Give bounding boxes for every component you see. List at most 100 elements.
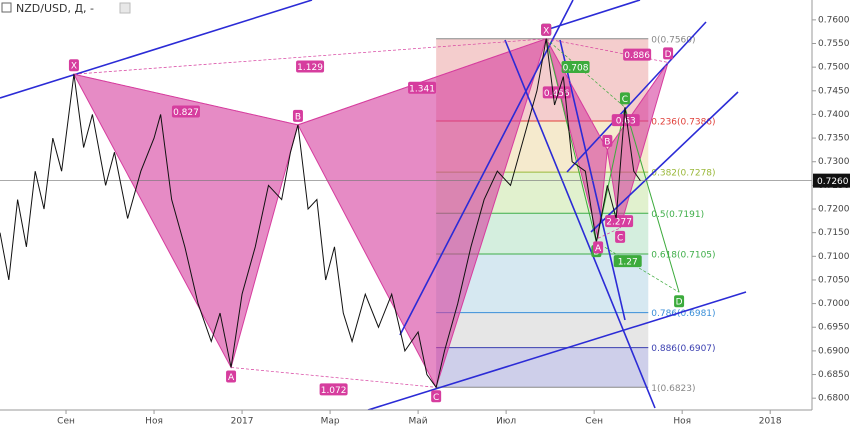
vertex-box <box>593 241 604 254</box>
fib-label: 0(0.7560) <box>651 35 695 45</box>
ratio-line <box>546 38 669 63</box>
trend-line <box>590 91 739 233</box>
x-tick-label: Ноя <box>145 417 163 427</box>
vertex-label: A <box>595 244 602 254</box>
symbol-icon <box>1 2 12 13</box>
ratio-box <box>542 86 571 99</box>
vertex-box <box>615 230 626 243</box>
vertex-box <box>674 295 685 308</box>
ratio-line <box>596 241 680 293</box>
x-tick-label: Май <box>409 417 428 427</box>
vertex-label: A <box>228 373 235 383</box>
ratio-box <box>623 48 652 61</box>
ratio-label: 1.129 <box>297 63 323 73</box>
ratio-label: 1.341 <box>409 84 435 94</box>
y-tick-label: 0.6850 <box>818 370 850 380</box>
ratio-label: 0.456 <box>544 89 570 99</box>
x-tick-label: 2018 <box>759 417 782 427</box>
price-tag-label: 0.7260 <box>817 177 849 187</box>
ratio-label: 2.277 <box>606 218 632 228</box>
vertex-box <box>431 390 442 403</box>
ratio-label: 0.63 <box>616 117 636 127</box>
fib-band <box>436 312 649 348</box>
x-tick-label: Сен <box>57 417 75 427</box>
x-tick-label: Ноя <box>673 417 691 427</box>
fib-label: 0.236(0.7386) <box>651 118 715 128</box>
ratio-box <box>611 114 640 127</box>
ratio-box <box>408 81 437 94</box>
x-tick-label: 2017 <box>231 417 254 427</box>
y-tick-label: 0.7350 <box>818 134 850 144</box>
trend-line <box>504 39 656 409</box>
vertex-label: D <box>676 298 683 308</box>
ratio-line <box>607 62 669 151</box>
ratio-box <box>561 61 590 74</box>
ratio-box <box>613 255 642 268</box>
ratio-box <box>171 105 200 118</box>
vertex-label: C <box>433 393 439 403</box>
y-tick-label: 0.6800 <box>818 394 850 404</box>
y-tick-label: 0.7200 <box>818 205 850 215</box>
fib-label: 0.886(0.6907) <box>651 344 715 354</box>
vertex-box <box>226 370 237 383</box>
fib-label: 1(0.6823) <box>651 384 695 394</box>
ratio-line <box>73 38 547 75</box>
ratio-label: 0.886 <box>624 51 650 61</box>
pattern-fill <box>72 73 299 369</box>
vertex-box <box>292 109 303 122</box>
trend-line <box>399 0 574 336</box>
vertex-label: C <box>617 233 623 243</box>
ratio-line <box>231 367 437 388</box>
y-tick-label: 0.7450 <box>818 86 850 96</box>
vertex-label: X <box>543 26 549 36</box>
pattern-leg <box>545 38 597 243</box>
vertex-box <box>541 23 552 36</box>
ratio-box <box>605 215 634 228</box>
fib-band <box>436 347 649 388</box>
vertex-box <box>68 59 79 72</box>
ratio-label: 1.27 <box>618 258 638 268</box>
y-tick-label: 0.6900 <box>818 346 850 356</box>
ratio-box <box>319 383 348 396</box>
price-line <box>0 38 641 389</box>
y-tick-label: 0.7150 <box>818 228 850 238</box>
ratio-box <box>296 60 325 73</box>
fib-label: 0.5(0.7191) <box>651 210 704 220</box>
chart-title: NZD/USD, Д, - <box>16 2 94 15</box>
trend-line <box>545 0 641 31</box>
x-tick-label: Мар <box>321 417 340 427</box>
y-tick-label: 0.7100 <box>818 252 850 262</box>
ratio-label: 0.827 <box>173 108 199 118</box>
vertex-label: D <box>665 50 672 60</box>
vertex-label: B <box>604 137 610 147</box>
title-box: NZD/USD, Д, - <box>1 2 131 15</box>
fib-label: 0.786(0.6981) <box>651 309 715 319</box>
ratio-line <box>73 73 299 126</box>
x-tick-label: Июл <box>496 417 516 427</box>
pattern-fill <box>606 62 669 229</box>
vertex-box <box>602 134 613 147</box>
pattern-leg <box>624 107 680 293</box>
vertex-label: X <box>71 62 77 72</box>
ratio-label: 0.708 <box>563 64 589 74</box>
y-tick-label: 0.7000 <box>818 299 850 309</box>
plot-area: 0(0.7560) 0.236(0.7386) 0.382(0.7278) 0.5(0… <box>0 0 812 410</box>
settings-button[interactable] <box>119 2 131 14</box>
y-tick-label: 0.7500 <box>818 63 850 73</box>
x-tick-label: Сен <box>585 417 603 427</box>
trend-line <box>0 0 313 99</box>
trend-line <box>566 21 707 173</box>
ratio-label: 1.072 <box>321 386 347 396</box>
trend-line <box>367 291 747 410</box>
vertex-box <box>619 92 630 105</box>
ratio-line <box>545 38 608 151</box>
y-tick-label: 0.7600 <box>818 15 850 25</box>
vertex-label: B <box>295 112 301 122</box>
y-tick-label: 0.7050 <box>818 275 850 285</box>
ratio-line <box>597 227 621 239</box>
fib-label: 0.382(0.7278) <box>651 169 715 179</box>
y-tick-label: 0.7550 <box>818 39 850 49</box>
trend-line <box>559 39 626 321</box>
fib-label: 0.618(0.7105) <box>651 250 715 260</box>
